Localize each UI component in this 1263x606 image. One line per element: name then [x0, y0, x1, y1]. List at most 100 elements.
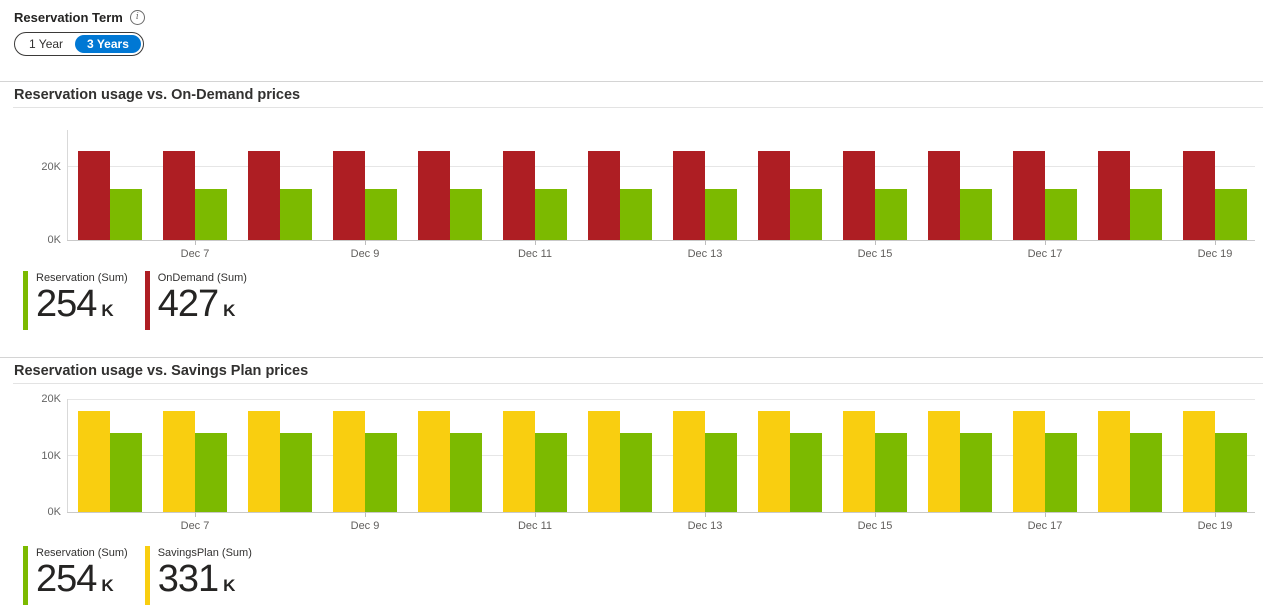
bar-reservation-dec-15[interactable]: [875, 189, 907, 240]
x-tick-label: Dec 7: [180, 248, 210, 260]
bar-reservation-dec-10[interactable]: [450, 433, 482, 512]
chart-title-ondemand: Reservation usage vs. On-Demand prices: [14, 87, 301, 103]
bar-reservation-dec-19[interactable]: [1215, 189, 1247, 240]
bar-savingsplan-dec-14[interactable]: [758, 410, 790, 512]
bar-reservation-dec-14[interactable]: [790, 189, 822, 240]
legend-number: 254: [36, 283, 97, 325]
bar-savingsplan-dec-15[interactable]: [843, 410, 875, 512]
bar-reservation-dec-8[interactable]: [280, 433, 312, 512]
toggle-option-1-year[interactable]: 1 Year: [17, 35, 75, 53]
bar-ondemand-dec-14[interactable]: [758, 150, 790, 240]
bar-reservation-dec-6[interactable]: [110, 433, 142, 512]
bar-ondemand-dec-8[interactable]: [248, 150, 280, 240]
legend-value: 254 K: [36, 285, 128, 330]
legend-item-savingsplan: SavingsPlan (Sum) 331 K: [144, 546, 252, 605]
legend-number: 331: [157, 558, 219, 600]
gridline-0K: [67, 511, 1255, 513]
reservation-term-header: Reservation Term i: [14, 10, 145, 25]
bar-reservation-dec-10[interactable]: [450, 189, 482, 240]
bar-savingsplan-dec-9[interactable]: [333, 410, 365, 512]
section-divider: [0, 81, 1263, 82]
bar-reservation-dec-13[interactable]: [705, 433, 737, 512]
bar-reservation-dec-12[interactable]: [620, 433, 652, 512]
reservation-term-toggle[interactable]: 1 Year 3 Years: [14, 32, 144, 56]
bar-reservation-dec-14[interactable]: [790, 433, 822, 512]
ondemand-chart-legend: Reservation (Sum) 254 K OnDemand (Sum) 42…: [23, 271, 247, 330]
bar-reservation-dec-12[interactable]: [620, 189, 652, 240]
x-tick-label: Dec 11: [517, 520, 553, 532]
x-tick-label: Dec 11: [517, 248, 553, 260]
bar-reservation-dec-16[interactable]: [960, 433, 992, 512]
x-tick-mark: [1215, 240, 1216, 245]
bar-reservation-dec-11[interactable]: [535, 189, 567, 240]
bar-ondemand-dec-13[interactable]: [673, 150, 705, 240]
bar-ondemand-dec-6[interactable]: [78, 150, 110, 240]
bar-savingsplan-dec-18[interactable]: [1098, 410, 1130, 512]
bar-savingsplan-dec-10[interactable]: [418, 410, 450, 512]
bar-savingsplan-dec-19[interactable]: [1183, 410, 1215, 512]
legend-suffix: K: [101, 301, 114, 320]
savingsplan-chart-legend: Reservation (Sum) 254 K SavingsPlan (Sum)…: [23, 546, 252, 605]
x-tick-label: Dec 19: [1197, 248, 1233, 260]
x-tick-mark: [1215, 512, 1216, 517]
legend-item-reservation: Reservation (Sum) 254 K: [23, 546, 128, 605]
section-divider: [0, 357, 1263, 358]
bar-savingsplan-dec-11[interactable]: [503, 410, 535, 512]
x-tick-label: Dec 9: [350, 520, 380, 532]
bar-reservation-dec-13[interactable]: [705, 189, 737, 240]
bar-savingsplan-dec-16[interactable]: [928, 410, 960, 512]
y-tick-label: 0K: [47, 234, 61, 246]
bar-ondemand-dec-17[interactable]: [1013, 150, 1045, 240]
legend-suffix: K: [101, 576, 114, 595]
bar-savingsplan-dec-8[interactable]: [248, 410, 280, 512]
x-tick-label: Dec 15: [857, 520, 893, 532]
bar-savingsplan-dec-17[interactable]: [1013, 410, 1045, 512]
bar-reservation-dec-18[interactable]: [1130, 433, 1162, 512]
bar-savingsplan-dec-12[interactable]: [588, 410, 620, 512]
x-tick-label: Dec 13: [687, 520, 723, 532]
bar-reservation-dec-19[interactable]: [1215, 433, 1247, 512]
bar-savingsplan-dec-7[interactable]: [163, 410, 195, 512]
info-icon[interactable]: i: [129, 10, 145, 25]
bar-reservation-dec-16[interactable]: [960, 189, 992, 240]
bar-ondemand-dec-9[interactable]: [333, 150, 365, 240]
x-tick-mark: [195, 240, 196, 245]
bar-reservation-dec-9[interactable]: [365, 189, 397, 240]
legend-color-bar-reservation: [23, 546, 28, 605]
bar-reservation-dec-7[interactable]: [195, 189, 227, 240]
bar-reservation-dec-11[interactable]: [535, 433, 567, 512]
y-tick-label: 10K: [41, 449, 61, 462]
legend-name: SavingsPlan (Sum): [157, 547, 252, 559]
bar-reservation-dec-17[interactable]: [1045, 189, 1077, 240]
legend-item-ondemand: OnDemand (Sum) 427 K: [144, 271, 247, 330]
x-tick-mark: [1045, 512, 1046, 517]
bar-ondemand-dec-19[interactable]: [1183, 150, 1215, 240]
x-tick-mark: [875, 512, 876, 517]
x-tick-mark: [705, 240, 706, 245]
bar-ondemand-dec-10[interactable]: [418, 150, 450, 240]
bar-ondemand-dec-16[interactable]: [928, 150, 960, 240]
bar-reservation-dec-9[interactable]: [365, 433, 397, 512]
toggle-option-3-years[interactable]: 3 Years: [75, 35, 141, 53]
legend-name: OnDemand (Sum): [157, 272, 247, 284]
legend-item-reservation: Reservation (Sum) 254 K: [23, 271, 128, 330]
bar-ondemand-dec-7[interactable]: [163, 150, 195, 240]
title-divider: [13, 107, 1263, 108]
bar-reservation-dec-7[interactable]: [195, 433, 227, 512]
x-tick-label: Dec 9: [350, 248, 380, 260]
bar-savingsplan-dec-6[interactable]: [78, 410, 110, 512]
bar-ondemand-dec-11[interactable]: [503, 150, 535, 240]
bar-reservation-dec-18[interactable]: [1130, 189, 1162, 240]
bar-reservation-dec-6[interactable]: [110, 189, 142, 240]
bar-savingsplan-dec-13[interactable]: [673, 410, 705, 512]
savingsplan-chart-plot: 0K 10K 20K Dec 7 Dec 9 Dec 11 Dec 13 Dec 15 Dec …: [41, 393, 1255, 532]
bar-ondemand-dec-15[interactable]: [843, 150, 875, 240]
bar-reservation-dec-15[interactable]: [875, 433, 907, 512]
bar-ondemand-dec-12[interactable]: [588, 150, 620, 240]
bar-reservation-dec-17[interactable]: [1045, 433, 1077, 512]
y-tick-label: 20K: [41, 160, 61, 173]
x-tick-label: Dec 17: [1027, 248, 1063, 260]
legend-suffix: K: [223, 576, 236, 595]
bar-reservation-dec-8[interactable]: [280, 189, 312, 240]
bar-ondemand-dec-18[interactable]: [1098, 150, 1130, 240]
